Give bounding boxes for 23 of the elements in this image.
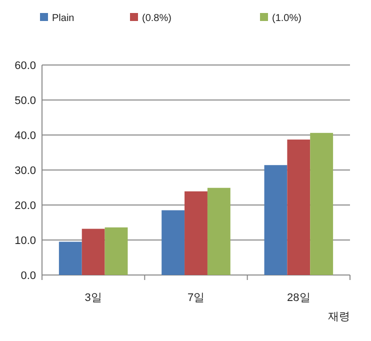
y-tick-label: 10.0 [14,235,36,247]
y-tick-label: 0.0 [20,270,36,282]
x-tick-label: 28일 [287,292,310,304]
y-tick-label: 50.0 [14,95,36,107]
legend-label: (1.0%) [272,13,302,24]
y-tick-label: 20.0 [14,200,36,212]
x-tick-label: 7일 [187,292,205,304]
y-tick-label: 40.0 [14,130,36,142]
bar [58,242,82,275]
bar [184,191,208,275]
bar [104,227,128,275]
bar [264,165,288,275]
x-axis-title: 재령 [328,311,350,323]
bar [162,210,185,275]
y-tick-label: 30.0 [14,165,36,177]
y-tick-label: 60.0 [14,60,36,72]
bar [207,188,230,275]
x-tick-label: 3일 [84,292,102,304]
bar [310,132,334,275]
bar [287,140,310,275]
legend-label: Plain [52,13,74,24]
legend-label: (0.8%) [142,13,172,24]
bar [82,228,105,275]
